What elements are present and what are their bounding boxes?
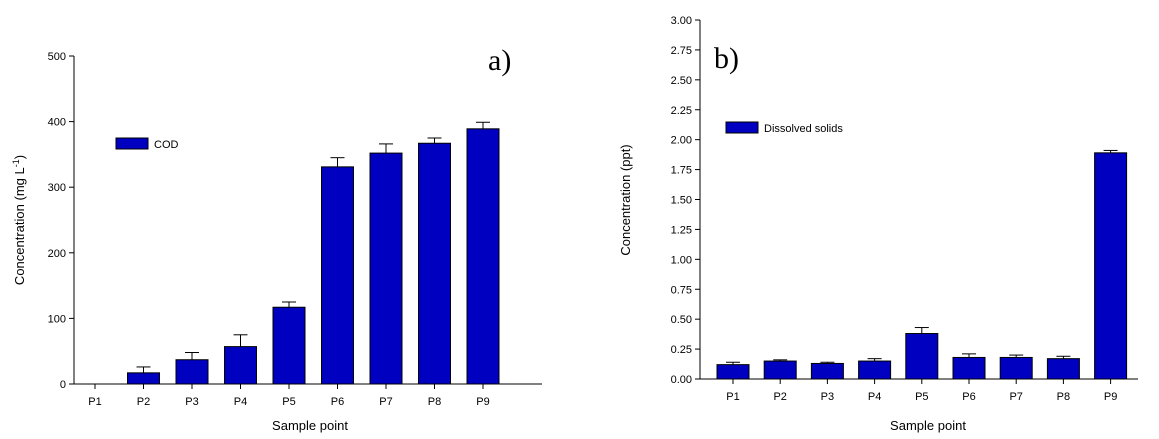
x-tick-label-b: P6 <box>962 391 975 403</box>
bar-p4-b <box>858 360 892 380</box>
x-tick-label-a: P2 <box>137 396 150 408</box>
bar-p2-b <box>763 360 797 380</box>
y-axis-title-sup-a: -1 <box>11 159 21 167</box>
y-tick-label-b: 1.75 <box>671 165 692 177</box>
bar-p6-b <box>952 356 986 380</box>
x-axis-title-b: Sample point <box>890 418 966 433</box>
bar-p5-b <box>905 333 939 380</box>
x-tick-label-b: P2 <box>773 391 786 403</box>
legend-label-a: COD <box>154 139 179 151</box>
y-tick-label-a: 300 <box>48 182 66 194</box>
panel-label-a: a) <box>488 44 511 77</box>
x-tick-label-a: P7 <box>379 396 392 408</box>
x-tick-label-a: P5 <box>282 396 295 408</box>
y-tick-label-b: 2.50 <box>671 75 692 87</box>
bar-p8-b <box>1046 358 1080 380</box>
bar-p6-a <box>321 166 354 385</box>
bar-p9-a <box>466 128 500 385</box>
y-axis-title-main-a: Concentration (mg L <box>12 167 27 285</box>
y-axis-title-main-b: Concentration (ppt) <box>618 144 633 255</box>
y-axis-title-a: Concentration (mg L-1) <box>11 155 27 285</box>
y-tick-label-b: 2.75 <box>671 45 692 57</box>
legend-label-b: Dissolved solids <box>764 123 843 135</box>
x-tick-label-a: P1 <box>88 396 101 408</box>
bar-p7-a <box>369 152 403 385</box>
x-tick-label-b: P7 <box>1009 391 1022 403</box>
legend-swatch-b <box>725 121 759 134</box>
x-tick-label-b: P9 <box>1104 391 1117 403</box>
bar-p4-a <box>224 346 257 385</box>
y-tick-label-b: 1.25 <box>671 224 692 236</box>
x-tick-label-b: P5 <box>915 391 928 403</box>
bar-p3-b <box>810 362 844 380</box>
x-tick-label-a: P3 <box>185 396 198 408</box>
y-tick-label-a: 500 <box>48 51 66 63</box>
x-tick-label-b: P8 <box>1057 391 1070 403</box>
x-tick-label-b: P3 <box>821 391 834 403</box>
bar-p1-b <box>716 364 750 380</box>
y-tick-label-b: 0.75 <box>671 284 692 296</box>
y-tick-label-b: 0.00 <box>671 374 692 386</box>
bar-p5-a <box>272 306 306 385</box>
x-tick-label-a: P8 <box>428 396 441 408</box>
y-tick-label-a: 100 <box>48 313 66 325</box>
y-tick-label-b: 2.00 <box>671 135 692 147</box>
y-tick-label-b: 0.25 <box>671 344 692 356</box>
y-axis-title-b: Concentration (ppt) <box>618 144 633 255</box>
y-tick-label-a: 200 <box>48 248 66 260</box>
chart-panel-b: 0.00 0.25 0.50 0.75 1.00 1.25 1.50 1.75 2.00 2.25… <box>618 15 1138 433</box>
y-tick-label-b: 1.50 <box>671 195 692 207</box>
y-tick-label-a: 0 <box>60 379 66 391</box>
y-axis-title-close-a: ) <box>12 155 27 159</box>
legend-swatch-a <box>115 137 149 150</box>
y-tick-label-b: 2.25 <box>671 105 692 117</box>
chart-panel-a: 0 100 200 300 400 500 P1 P2 P3 P4 P5 P6 P7 P8 P9 Sample… <box>11 44 542 433</box>
y-tick-label-b: 0.50 <box>671 314 692 326</box>
x-tick-label-a: P4 <box>234 396 247 408</box>
x-tick-label-a: P6 <box>331 396 344 408</box>
bar-p7-b <box>999 356 1033 380</box>
x-tick-label-b: P1 <box>726 391 739 403</box>
bar-p2-a <box>127 372 160 385</box>
bar-p8-a <box>418 142 451 385</box>
y-tick-label-b: 1.00 <box>671 254 692 266</box>
x-tick-label-a: P9 <box>476 396 489 408</box>
bar-p9-b <box>1094 152 1128 380</box>
panel-label-b: b) <box>714 42 739 75</box>
x-tick-label-b: P4 <box>868 391 881 403</box>
y-tick-label-a: 400 <box>48 117 66 129</box>
y-tick-label-b: 3.00 <box>671 15 692 27</box>
x-axis-title-a: Sample point <box>272 418 348 433</box>
bar-p3-a <box>175 359 209 385</box>
